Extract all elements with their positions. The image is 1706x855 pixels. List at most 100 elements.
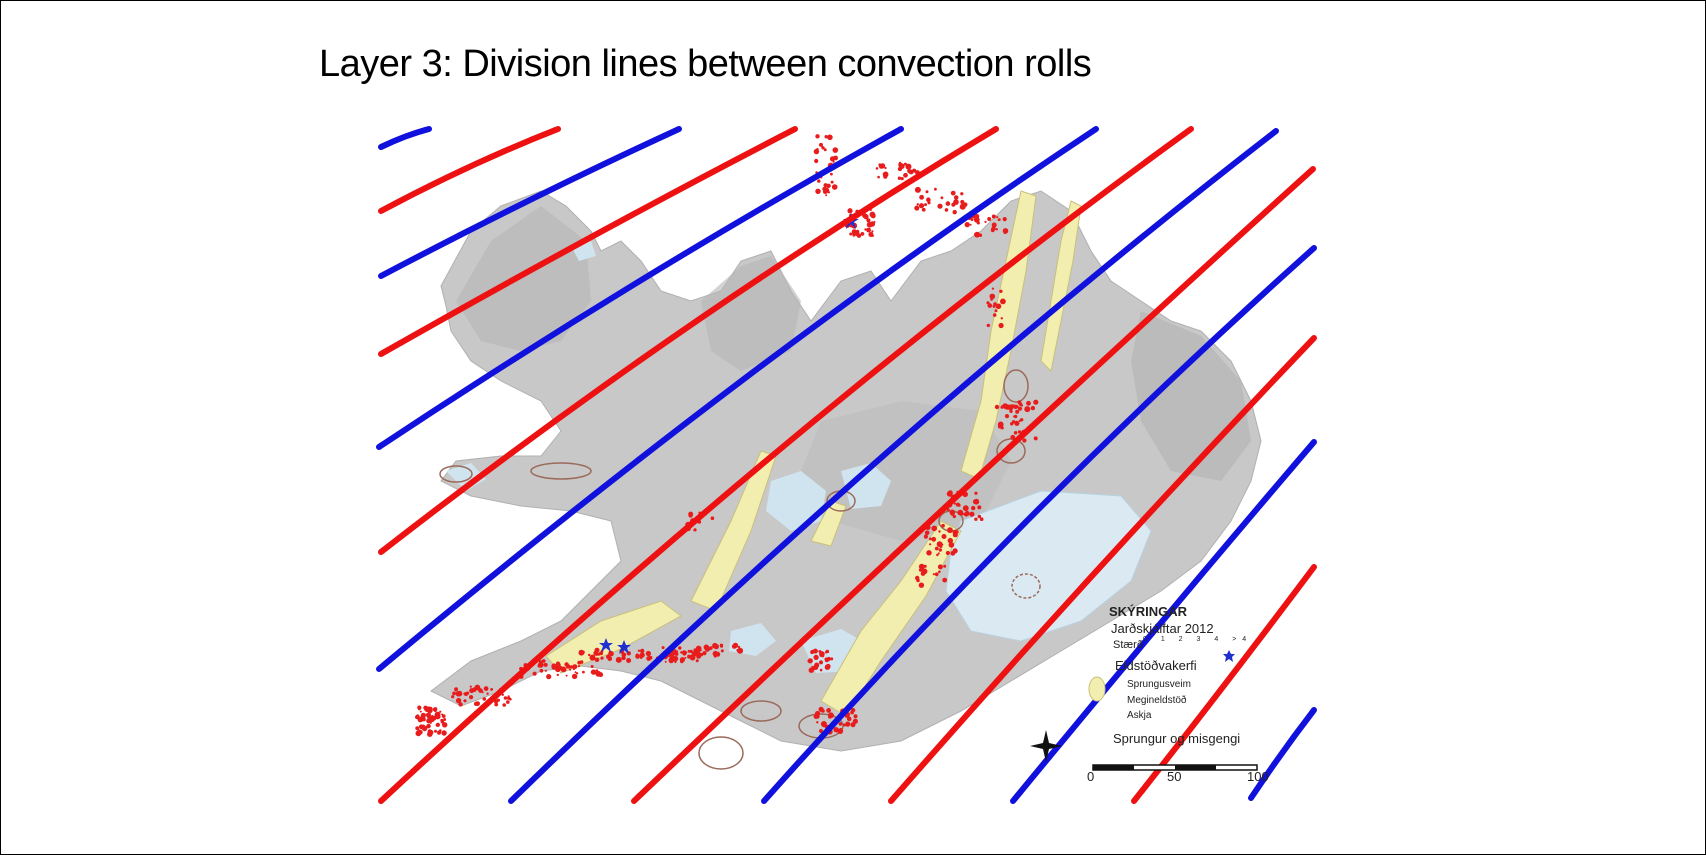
earthquake-dot (555, 662, 561, 668)
earthquake-dot (924, 203, 927, 207)
northwest-fjords-shade (456, 206, 591, 351)
earthquake-dot (426, 718, 431, 724)
earthquake-dot (999, 289, 1003, 293)
earthquake-dot (569, 668, 572, 671)
north-peninsula-shade (701, 256, 801, 371)
earthquake-dot (947, 527, 953, 534)
earthquake-dot (953, 201, 956, 205)
earthquake-dot (994, 404, 1000, 410)
earthquake-dot (1017, 406, 1023, 411)
earthquake-dot (821, 146, 825, 150)
earthquake-dot (984, 220, 987, 223)
earthquake-dot (932, 573, 936, 576)
earthquake-dot (940, 196, 944, 200)
earthquake-dot (825, 194, 828, 197)
earthquake-dot (923, 564, 927, 568)
earthquake-dot (993, 302, 997, 306)
earthquake-dot (991, 287, 995, 290)
earthquake-dot (418, 718, 422, 723)
earthquake-dot (918, 203, 925, 209)
earthquake-dot (1033, 436, 1038, 441)
earthquake-dot (482, 697, 487, 701)
earthquake-dot (866, 218, 871, 223)
earthquake-dot (953, 209, 956, 213)
earthquake-dot (814, 158, 819, 164)
earthquake-dot (823, 183, 828, 188)
earthquake-dot (1009, 409, 1013, 413)
earthquake-dot (451, 695, 455, 699)
earthquake-dot (578, 649, 585, 656)
blue-division-line (508, 128, 1279, 804)
red-division-line (378, 126, 999, 555)
earthquake-dot (469, 688, 475, 694)
earthquake-dot (824, 658, 829, 663)
earthquake-dot (846, 716, 852, 722)
earthquake-dot (693, 528, 697, 532)
earthquake-dot (594, 657, 600, 663)
red-division-line (631, 166, 1316, 804)
earthquake-dot (845, 721, 851, 727)
earthquake-dot (875, 167, 879, 170)
earthquake-dot (867, 229, 870, 233)
earthquake-dot (837, 728, 844, 734)
earthquake-dot (1002, 228, 1009, 234)
earthquake-dot (690, 650, 693, 654)
earthquake-dot (920, 571, 926, 576)
earthquake-dot (483, 686, 489, 691)
earthquake-dot (916, 203, 919, 206)
earthquake-dot (687, 649, 691, 653)
legend-symbols (1088, 650, 1235, 702)
earthquake-dot (925, 190, 929, 194)
earthquake-dot (441, 713, 444, 716)
legend-title: SKÝRINGAR (1109, 604, 1188, 619)
earthquake-dot (944, 208, 949, 212)
caldera-outline (1003, 369, 1029, 403)
earthquake-dot (832, 147, 839, 153)
earthquake-dot (1003, 232, 1006, 235)
earthquake-dot (926, 550, 932, 556)
earthquake-dot (830, 180, 834, 184)
earthquake-dot (924, 530, 930, 536)
earthquake-dot (590, 665, 594, 668)
earthquake-dot (423, 705, 428, 710)
star-icon (617, 640, 631, 654)
slide-title: Layer 3: Division lines between convecti… (319, 43, 1092, 85)
earthquake-dot (979, 517, 984, 521)
earthquake-dot (1000, 317, 1003, 320)
star-icon (1223, 650, 1235, 662)
earthquake-dot (905, 163, 912, 170)
earthquake-dot (442, 722, 448, 728)
earthquake-dot (490, 688, 493, 691)
earthquake-dot (496, 698, 500, 702)
earthquake-dot (850, 708, 856, 713)
earthquake-dot (830, 172, 833, 176)
earthquake-dot (864, 228, 867, 231)
earthquake-dot (582, 670, 585, 674)
compass-rose (1030, 730, 1062, 762)
earthquake-dot (915, 575, 920, 581)
earthquake-dot (1018, 419, 1022, 422)
earthquake-dot (635, 654, 640, 659)
earthquake-dot (591, 657, 595, 661)
earthquake-dot (950, 511, 955, 516)
earthquake-dot (539, 668, 544, 673)
earthquake-dot (921, 207, 926, 212)
earthquake-dot (807, 659, 811, 663)
earthquake-dot (943, 564, 947, 568)
caldera-outline (530, 462, 592, 480)
earthquake-dot (435, 723, 439, 727)
earthquake-dot (720, 649, 724, 653)
earthquake-dot (931, 526, 936, 530)
earthquake-dot (903, 172, 908, 178)
legend-subtitle: Jarðskjálftar 2012 (1111, 621, 1214, 636)
earthquake-dot (680, 651, 683, 654)
earthquake-dot (826, 708, 831, 713)
earthquake-dot (952, 514, 956, 519)
earthquake-dot (998, 218, 1001, 221)
snaefellsjokull-glacier (446, 463, 486, 491)
earthquake-dot (948, 542, 955, 548)
earthquake-dot (469, 695, 474, 700)
earthquake-dot (814, 662, 820, 668)
earthquake-dot (673, 649, 677, 653)
